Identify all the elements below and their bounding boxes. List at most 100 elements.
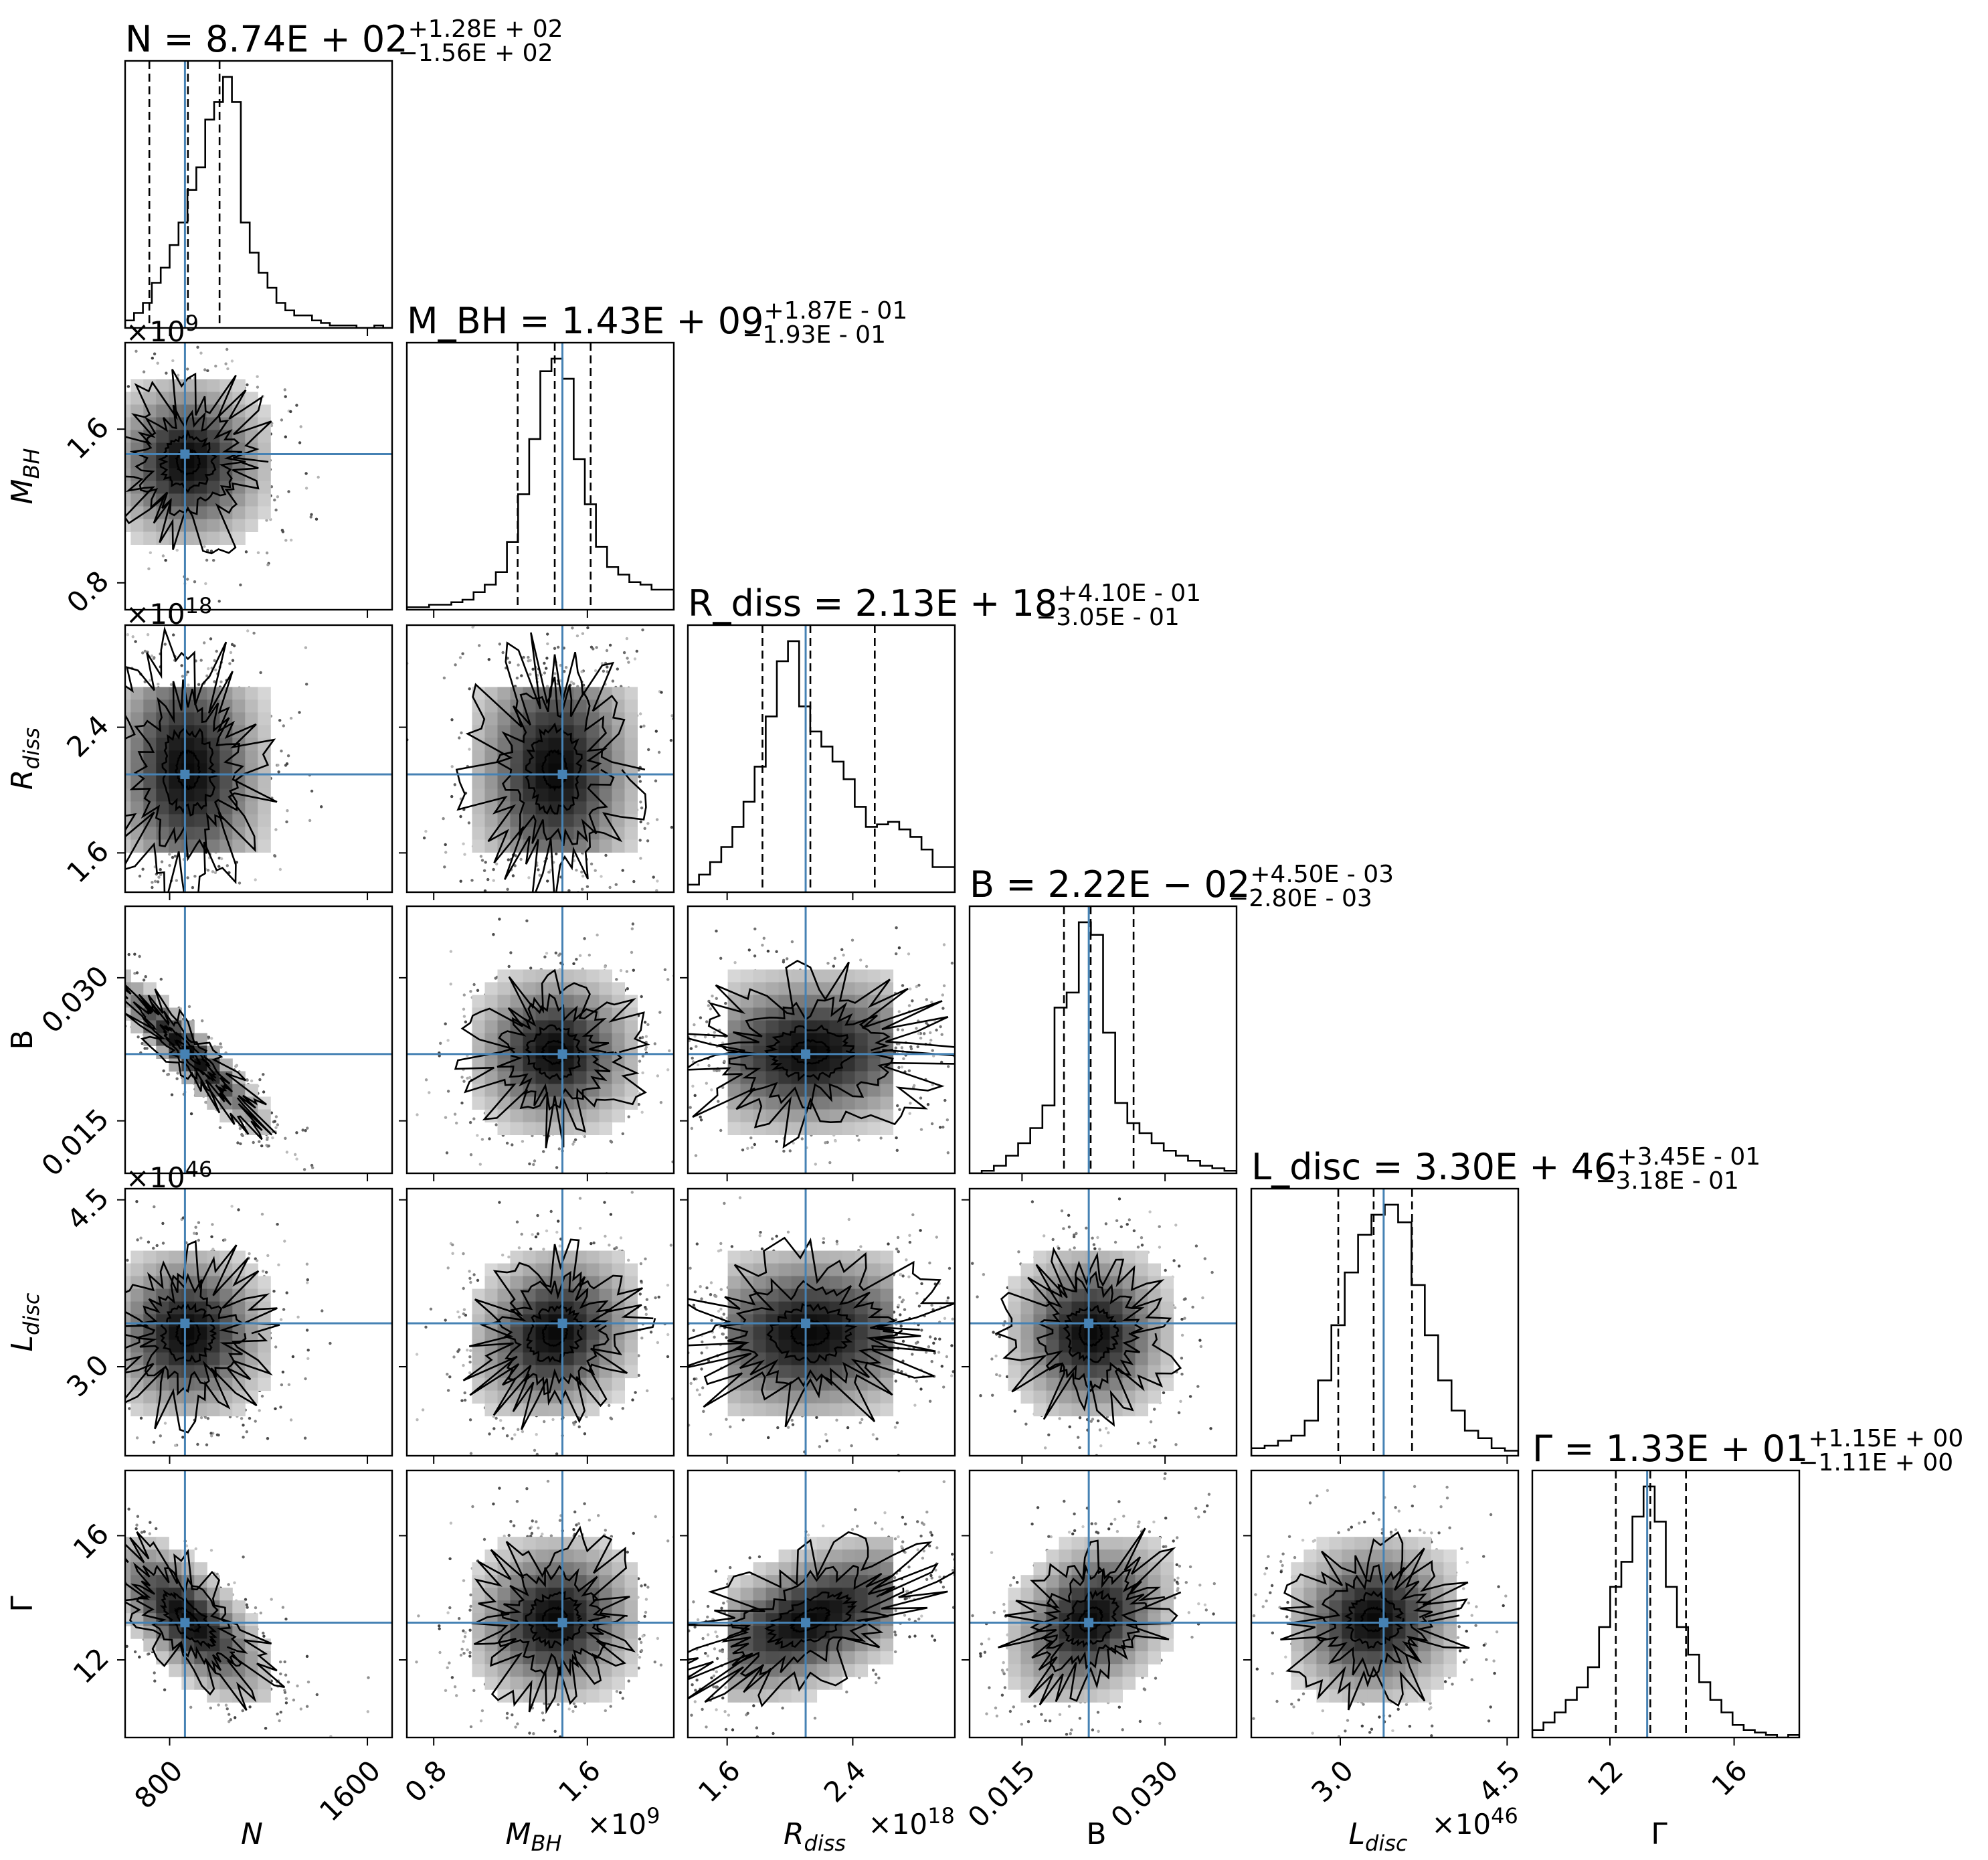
truth-marker [801, 1618, 811, 1628]
title-Ldisc: L_disc = 3.30E + 46+3.45E - 01 −3.18E - 0… [1251, 1143, 1760, 1195]
contour-0 [175, 448, 201, 476]
title-N: N = 8.74E + 02+1.28E + 02 −1.56E + 02 [125, 15, 563, 67]
contour-1 [525, 1590, 584, 1648]
contour-2 [496, 1270, 612, 1396]
contour-1 [525, 722, 583, 815]
panel-N-Gamma: 800 1600 12 16 [67, 1469, 393, 1828]
contour-1 [1063, 1304, 1119, 1363]
title-B: B = 2.22E − 02+4.50E - 03 −2.80E - 03 [970, 861, 1394, 912]
contour-0 [174, 1606, 201, 1633]
axes-frame [1250, 1187, 1520, 1457]
axes-frame [687, 1187, 956, 1457]
axes-frame [687, 1469, 956, 1739]
histogram-MBH [407, 357, 674, 610]
contour-3 [994, 1246, 1182, 1427]
truth-marker [180, 769, 190, 779]
histogram-Rdiss [688, 640, 955, 892]
xtick-label-N-0: 800 [128, 1754, 189, 1814]
x-multiplier-MBH: ×109 [588, 1803, 660, 1841]
contour-2 [129, 404, 246, 517]
xlabel-N: N [241, 1817, 263, 1851]
axes-frame [687, 624, 956, 894]
panel-N-Ldisc: 3.0 4.5 [60, 1181, 393, 1464]
panel-Rdiss-B [680, 905, 956, 1181]
xtick-label-Rdiss-1: 2.4 [818, 1754, 873, 1808]
truth-marker [801, 1049, 811, 1059]
xtick-label-Rdiss-0: 1.6 [692, 1754, 747, 1808]
panel-MBH-Ldisc [399, 1187, 675, 1464]
xlabel-MBH: MBH [506, 1817, 562, 1856]
panel-Rdiss-Ldisc [680, 1187, 956, 1464]
truth-marker [180, 1049, 190, 1059]
contour-1 [159, 1023, 217, 1082]
contour-0 [789, 1606, 831, 1633]
axes-frame [687, 905, 956, 1175]
contour-0 [541, 1039, 568, 1066]
histogram-Ldisc [1251, 1203, 1518, 1456]
panel-B-B: B = 2.22E − 02+4.50E - 03 −2.80E - 03 [968, 861, 1394, 1181]
xlabel-Rdiss: Rdiss [784, 1817, 846, 1856]
xlabel-Gamma: Γ [1651, 1817, 1667, 1851]
truth-marker [180, 1319, 190, 1329]
xtick-label-B-1: 0.030 [1105, 1754, 1185, 1834]
xtick-label-Gamma-1: 16 [1705, 1754, 1753, 1802]
contour-2 [720, 1278, 903, 1387]
contour-3 [125, 984, 277, 1140]
panel-MBH-MBH: M_BH = 1.43E + 09+1.87E - 01 −1.93E - 01 [405, 297, 907, 618]
contour-0 [541, 1606, 569, 1633]
contour-0 [175, 749, 201, 790]
axes-frame [405, 905, 675, 1175]
contour-3 [688, 960, 955, 1149]
axes-frame [968, 905, 1238, 1175]
xlabel-Ldisc: Ldisc [1349, 1817, 1408, 1856]
contour-2 [498, 1564, 610, 1677]
truth-marker [557, 769, 567, 779]
contour-2 [1036, 1270, 1145, 1393]
panel-N-MBH: 0.8 1.6 [60, 341, 393, 619]
x-multiplier-Ldisc: ×1046 [1432, 1803, 1518, 1841]
contour-3 [1280, 1531, 1470, 1711]
ytick-label-B-0: 0.015 [35, 1102, 115, 1183]
panel-B-Ldisc [962, 1187, 1238, 1464]
axes-frame [968, 1187, 1238, 1457]
axes-frame [405, 1469, 675, 1739]
xtick-label-Gamma-0: 12 [1581, 1754, 1629, 1802]
panel-N-Rdiss: 1.6 2.4 [60, 624, 393, 900]
contour-3 [688, 1531, 955, 1707]
axes-frame [124, 1187, 393, 1457]
panel-B-Gamma: 0.015 0.030 [962, 1469, 1238, 1834]
contour-0 [1360, 1606, 1387, 1632]
ytick-label-MBH-0: 0.8 [60, 564, 115, 619]
contour-2 [496, 993, 614, 1111]
contour-1 [764, 1591, 858, 1649]
contour-3 [125, 1240, 280, 1434]
truth-marker [557, 1049, 567, 1059]
title-MBH: M_BH = 1.43E + 09+1.87E - 01 −1.93E - 01 [407, 297, 907, 349]
contour-1 [525, 1302, 584, 1363]
axes-frame [124, 624, 393, 894]
contour-1 [766, 1302, 858, 1364]
x-multiplier-Rdiss: ×1018 [869, 1803, 955, 1841]
axes-frame [1250, 1469, 1520, 1739]
contour-3 [998, 1527, 1182, 1705]
panel-N-N: N = 8.74E + 02+1.28E + 02 −1.56E + 02 [124, 15, 563, 336]
contour-0 [541, 749, 569, 792]
axes-frame [1531, 1469, 1801, 1739]
contour-3 [688, 1236, 955, 1428]
ylabel-Gamma: Γ [5, 1596, 39, 1612]
contour-3 [125, 626, 278, 892]
truth-marker [557, 1319, 567, 1329]
axes-frame [124, 60, 393, 329]
axes-frame [405, 1187, 675, 1457]
contour-2 [134, 1272, 247, 1396]
ylabel-B: B [5, 1029, 39, 1049]
contour-1 [159, 1589, 217, 1650]
xlabel-B: B [1086, 1817, 1106, 1851]
title-Gamma: Γ = 1.33E + 01+1.15E + 00 −1.11E + 00 [1532, 1425, 1963, 1476]
axes-frame [405, 341, 675, 611]
ytick-label-Gamma-0: 12 [67, 1641, 115, 1689]
xtick-label-MBH-1: 1.6 [552, 1754, 607, 1808]
contour-3 [455, 632, 647, 892]
y-multiplier-Ldisc: ×1046 [126, 1157, 212, 1194]
truth-marker [180, 449, 190, 459]
